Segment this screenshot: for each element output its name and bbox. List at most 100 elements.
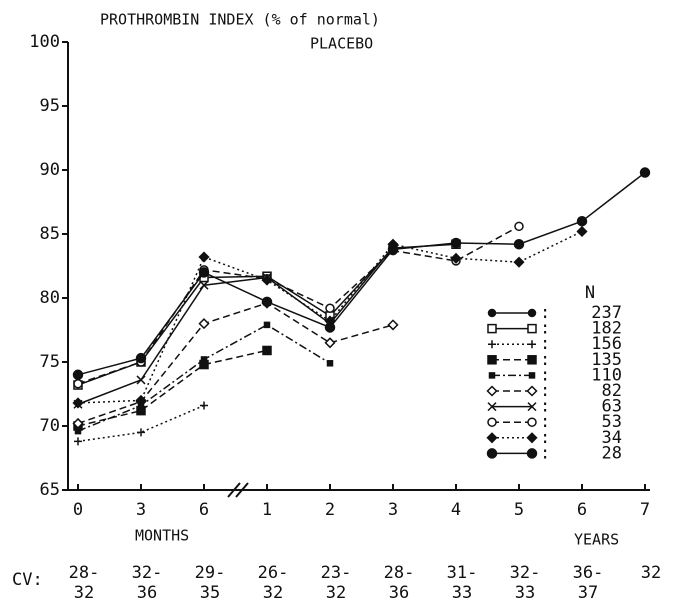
cv-value: 32	[641, 563, 661, 583]
chart-subtitle: PLACEBO	[310, 35, 373, 53]
marker	[198, 251, 210, 263]
cv-value: 33	[452, 583, 472, 603]
legend-label: 110	[591, 365, 622, 385]
x-tick-label: 3	[136, 500, 146, 520]
x-unit-label: MONTHS	[135, 527, 189, 545]
y-tick-label: 75	[40, 352, 60, 372]
marker	[486, 385, 498, 397]
marker	[527, 308, 537, 318]
series-line	[77, 302, 394, 425]
cv-value: 23-	[321, 563, 352, 583]
x-tick-label: 2	[325, 500, 335, 520]
marker	[72, 369, 84, 381]
legend-label: 34	[602, 428, 622, 448]
legend-label: 63	[602, 397, 622, 417]
x-tick-label: 1	[262, 500, 272, 520]
y-tick-label: 65	[40, 480, 60, 500]
marker	[73, 379, 83, 389]
marker	[486, 432, 498, 444]
marker	[324, 337, 336, 349]
marker	[387, 244, 399, 255]
legend-colon: :	[540, 319, 550, 339]
marker	[488, 340, 496, 349]
marker	[486, 448, 498, 459]
marker	[487, 355, 497, 365]
marker	[135, 352, 147, 364]
marker	[200, 356, 208, 363]
marker	[387, 319, 399, 331]
marker	[487, 402, 497, 412]
legend-label: 135	[591, 350, 622, 370]
x-unit-label: YEARS	[574, 531, 619, 549]
marker	[526, 432, 538, 444]
marker	[262, 345, 272, 356]
marker	[639, 167, 651, 178]
marker	[488, 372, 496, 379]
cv-value: 32	[74, 583, 94, 603]
cv-value: 32	[263, 583, 283, 603]
legend-colon: :	[540, 443, 550, 463]
axis-break	[235, 482, 249, 498]
marker	[450, 237, 462, 249]
x-tick-label: 6	[577, 500, 587, 520]
x-tick-label: 7	[640, 500, 650, 520]
marker	[135, 394, 147, 406]
y-tick-label: 80	[40, 288, 60, 308]
cv-value: 28-	[384, 563, 415, 583]
marker	[527, 402, 537, 412]
legend-colon: :	[540, 397, 550, 417]
cv-value: 33	[515, 583, 535, 603]
marker	[200, 401, 208, 410]
marker	[527, 323, 537, 334]
marker	[576, 215, 588, 227]
legend-title: N	[585, 283, 595, 303]
marker	[513, 238, 525, 250]
marker	[74, 437, 82, 446]
cv-value: 36	[137, 583, 157, 603]
marker	[136, 375, 146, 385]
marker	[487, 417, 497, 427]
marker	[576, 225, 588, 238]
legend-label: 28	[602, 443, 622, 463]
x-tick-label: 0	[73, 500, 83, 520]
legend-label: 182	[591, 319, 622, 339]
series-line	[77, 225, 520, 385]
y-tick-label: 70	[40, 416, 60, 436]
marker	[527, 355, 537, 365]
cv-value: 31-	[447, 563, 478, 583]
series-line	[77, 349, 268, 427]
marker	[325, 303, 335, 313]
cv-value: 32-	[132, 563, 163, 583]
marker	[198, 318, 210, 330]
marker	[261, 274, 273, 286]
cv-value: 28-	[69, 563, 100, 583]
legend-colon: :	[540, 428, 550, 448]
x-tick-label: 5	[514, 500, 524, 520]
marker	[513, 256, 525, 268]
legend-label: 237	[591, 303, 622, 323]
chart-title: PROTHROMBIN INDEX (% of normal)	[100, 11, 380, 29]
marker	[263, 321, 271, 329]
marker	[526, 385, 538, 397]
series-line	[77, 404, 205, 443]
legend-label: 82	[602, 381, 622, 401]
series-line	[77, 246, 394, 405]
legend-colon: :	[540, 334, 550, 354]
marker	[487, 308, 497, 318]
y-tick-label: 100	[29, 32, 60, 52]
marker	[528, 340, 536, 349]
series-line	[77, 324, 331, 432]
cv-value: 36	[389, 583, 409, 603]
cv-value: 36-	[573, 563, 604, 583]
x-tick-label: 6	[199, 500, 209, 520]
cv-label: CV:	[12, 570, 43, 590]
cv-value: 32	[326, 583, 346, 603]
marker	[324, 322, 336, 333]
cv-value: 35	[200, 583, 220, 603]
y-tick-label: 90	[40, 160, 60, 180]
marker	[72, 397, 84, 409]
y-tick-label: 95	[40, 96, 60, 116]
legend-colon: :	[540, 365, 550, 385]
legend-colon: :	[540, 412, 550, 432]
